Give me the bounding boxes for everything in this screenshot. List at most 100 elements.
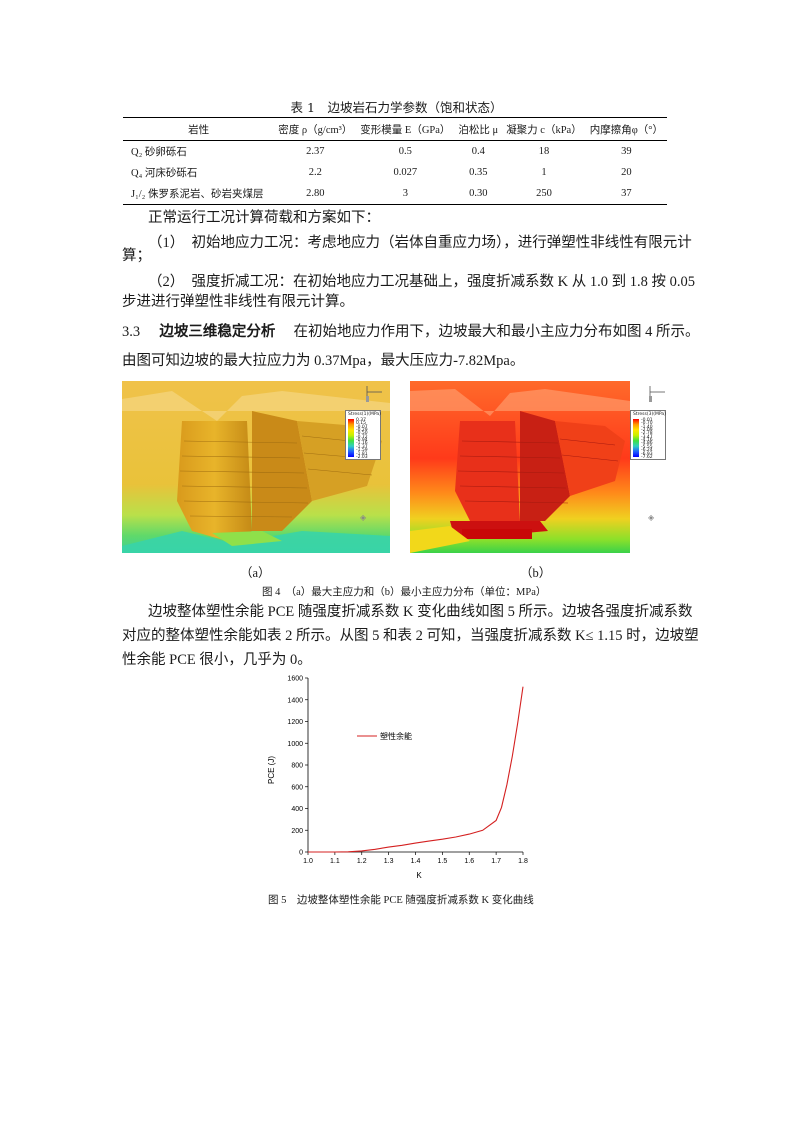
paragraph-load-cases: 正常运行工况计算荷载和方案如下：: [148, 210, 380, 226]
table-cell: Q₄ 河床砂砾石: [131, 168, 198, 179]
y-tick-label: 0: [299, 850, 303, 857]
table-cell: Q₂ 砂卵砾石: [131, 147, 187, 158]
x-tick-label: 1.7: [491, 858, 501, 865]
min-stress-legend-value: -6.93: [641, 451, 653, 457]
y-tick-label: 400: [291, 806, 303, 813]
table-cell: 2.80: [306, 188, 325, 199]
paragraph-stress-summary: 由图可知边坡的最大拉应力为 0.37Mpa，最大压应力-7.82Mpa。: [122, 353, 525, 369]
max-stress-legend-value: 0.15: [356, 421, 367, 427]
x-tick-label: 1.0: [303, 858, 313, 865]
min-stress-legend-value: -2.78: [641, 431, 653, 437]
paragraph-pce-line3: 性余能 PCE 很小，几乎为 0。: [122, 652, 312, 668]
x-tick-label: 1.3: [384, 858, 394, 865]
table-cell: 3: [402, 188, 408, 199]
axis-triad-icon: [362, 384, 384, 404]
max-principal-stress-plot: [122, 381, 390, 553]
max-stress-legend-value: -2.03: [356, 454, 368, 460]
table-cell: 2.37: [306, 146, 325, 157]
legend-label: 塑性余能: [380, 731, 412, 741]
table-cell: 37: [621, 188, 632, 199]
y-tick-label: 1000: [287, 741, 303, 748]
min-stress-legend-value: -6.24: [641, 448, 653, 454]
y-tick-label: 800: [291, 763, 303, 770]
x-tick-label: 1.6: [464, 858, 474, 865]
max-stress-legend-value: -0.94: [356, 438, 368, 444]
header-poisson: 泊松比 μ: [458, 124, 499, 136]
table-cell: 1: [541, 167, 547, 178]
min-stress-legend-value: -0.70: [641, 421, 653, 427]
min-stress-legend-value: -3.47: [641, 434, 653, 440]
min-stress-legend-value: -7.62: [641, 454, 653, 460]
header-modulus: 变形模量 E（GPa）: [360, 124, 451, 136]
figure4-caption: 图 4 （a）最大主应力和（b）最小主应力分布（单位：MPa）: [262, 587, 547, 598]
min-principal-stress-plot: [410, 381, 630, 553]
axis-triad-icon: [645, 384, 667, 404]
min-stress-legend: Stress(3)(MPa) -0.01 -0.70 -1.40 -2.09 -2.78…: [630, 410, 666, 460]
legend-colorbar: [633, 419, 639, 457]
table-cell: 0.35: [469, 167, 488, 178]
x-tick-label: 1.4: [411, 858, 421, 865]
paragraph-case-1-line2: 算；: [122, 248, 151, 264]
header-rock-type: 岩性: [188, 124, 210, 136]
min-stress-legend-value: -2.09: [641, 428, 653, 434]
section-title: 边坡三维稳定分析: [159, 324, 276, 340]
x-tick-label: 1.1: [330, 858, 340, 865]
table-cell: J₁/₂ 侏罗系泥岩、砂岩夹煤层: [131, 189, 264, 200]
max-stress-legend-value: -0.50: [356, 431, 368, 437]
section-paragraph: 3.3 边坡三维稳定分析 在初始地应力作用下，边坡最大和最小主应力分布如图 4 …: [122, 320, 700, 345]
table-cell: 0.5: [398, 146, 412, 157]
max-stress-legend: Stress(1)(MPa) 0.37 0.15 -0.07 -0.29 -0.50 -0…: [345, 410, 381, 460]
y-tick-label: 200: [291, 828, 303, 835]
table-cell: 0.30: [469, 188, 488, 199]
max-stress-legend-value: -0.07: [356, 424, 368, 430]
table-cell: 0.4: [471, 146, 485, 157]
table-cell: 0.027: [393, 167, 418, 178]
table-row: Q₄ 河床砂砾石 2.2 0.027 0.35 1 20: [123, 162, 667, 183]
min-stress-legend-value: -4.86: [641, 441, 653, 447]
table-row: Q₂ 砂卵砾石 2.37 0.5 0.4 18 39: [123, 141, 667, 163]
legend-colorbar: [348, 419, 354, 457]
parameters-table: 岩性 密度 ρ（g/cm³） 变形模量 E（GPa） 泊松比 μ 凝聚力 c（k…: [123, 117, 667, 205]
y-tick-label: 600: [291, 784, 303, 791]
legend-title: Stress(1)(MPa): [348, 412, 381, 417]
table-header-row: 岩性 密度 ρ（g/cm³） 变形模量 E（GPa） 泊松比 μ 凝聚力 c（k…: [123, 117, 667, 141]
x-tick-label: 1.2: [357, 858, 367, 865]
max-stress-legend-value: -1.59: [356, 448, 368, 454]
table-cell: 39: [621, 146, 632, 157]
legend-title: Stress(3)(MPa): [633, 412, 666, 417]
min-stress-legend-value: -1.40: [641, 424, 653, 430]
min-stress-legend-value: -4.16: [641, 438, 653, 444]
table-caption: 表 1 边坡岩石力学参数（饱和状态）: [290, 100, 503, 115]
min-stress-legend-value: -5.55: [641, 444, 653, 450]
max-stress-legend-value: -1.81: [356, 451, 368, 457]
x-axis-label: K: [416, 871, 422, 880]
max-stress-legend-value: -0.72: [356, 434, 368, 440]
section-text: 在初始地应力作用下，边坡最大和最小主应力分布如图 4 所示。: [279, 324, 700, 340]
paragraph-pce-line2: 对应的整体塑性余能如表 2 所示。从图 5 和表 2 可知，当强度折减系数 K≤…: [122, 628, 699, 644]
x-tick-label: 1.5: [438, 858, 448, 865]
paragraph-case-2-line2: 步进进行弹塑性非线性有限元计算。: [122, 294, 354, 310]
max-stress-legend-value: -1.16: [356, 441, 368, 447]
view-cube-icon: ◈: [648, 513, 655, 522]
y-tick-label: 1200: [287, 719, 303, 726]
max-stress-legend-value: -0.29: [356, 428, 368, 434]
series-line-pce: [308, 686, 524, 853]
header-cohesion: 凝聚力 c（kPa）: [506, 124, 582, 136]
paragraph-case-1-line1: （1） 初始地应力工况：考虑地应力（岩体自重应力场），进行弹塑性非线性有限元计: [148, 235, 692, 251]
table-cell: 250: [536, 188, 552, 199]
max-stress-legend-value: -1.37: [356, 444, 368, 450]
section-number: 3.3: [122, 324, 141, 340]
header-density: 密度 ρ（g/cm³）: [278, 124, 353, 136]
y-tick-label: 1600: [287, 676, 303, 683]
pce-chart: PCE (J) K 1.0 1.1 1.2 1.3 1.4 1.5 1.6 1.7 1.8 0 20…: [267, 676, 528, 881]
figure5-caption: 图 5 边坡整体塑性余能 PCE 随强度折减系数 K 变化曲线: [268, 895, 534, 906]
subfigure-label-a: （a）: [240, 566, 271, 580]
table-cell: 20: [621, 167, 632, 178]
paragraph-pce-line1: 边坡整体塑性余能 PCE 随强度折减系数 K 变化曲线如图 5 所示。边坡各强度…: [148, 604, 693, 620]
min-stress-legend-value: -0.01: [641, 418, 653, 423]
x-tick-label: 1.8: [518, 858, 528, 865]
table-row: J₁/₂ 侏罗系泥岩、砂岩夹煤层 2.80 3 0.30 250 37: [123, 183, 667, 205]
view-cube-icon: ◈: [360, 513, 367, 522]
header-friction-angle: 内摩擦角φ（°）: [589, 124, 663, 136]
subfigure-label-b: （b）: [520, 566, 552, 580]
